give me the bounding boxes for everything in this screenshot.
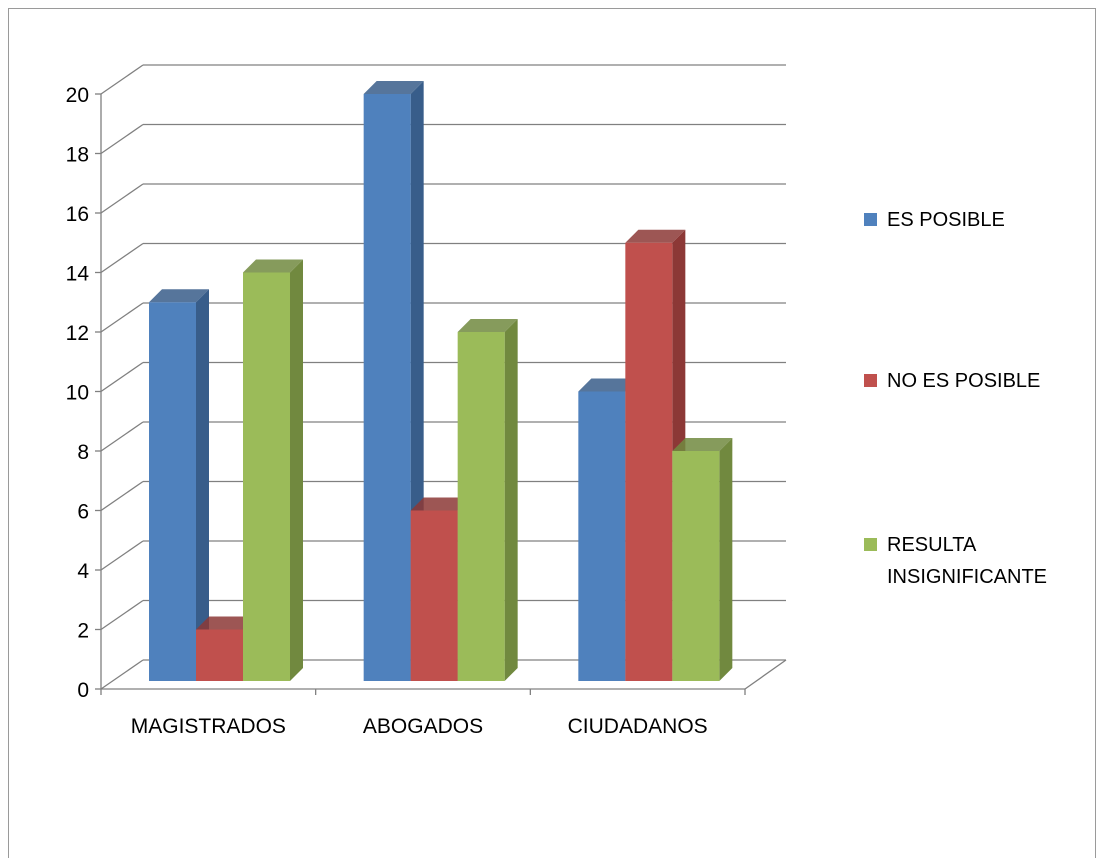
bar-top — [243, 259, 303, 273]
legend-swatch — [864, 538, 877, 551]
y-tick-label: 10 — [66, 382, 89, 405]
bar — [625, 242, 673, 681]
legend-label: RESULTA — [887, 534, 977, 556]
x-tick-label: ABOGADOS — [363, 715, 483, 738]
gridline-diagonal — [100, 599, 144, 631]
gridline-diagonal — [100, 361, 144, 393]
bar — [672, 451, 720, 681]
bar-top — [363, 81, 424, 94]
legend-label: ES POSIBLE — [887, 209, 1005, 231]
gridline-diagonal — [100, 123, 144, 155]
axes — [95, 93, 787, 695]
gridline-diagonal — [100, 540, 144, 571]
bar-top — [149, 289, 209, 303]
y-tick-label: 20 — [66, 84, 89, 107]
bars — [149, 81, 733, 681]
bar-top — [625, 229, 686, 243]
bar-side — [504, 319, 518, 681]
y-tick-label: 6 — [77, 501, 89, 524]
y-tick-label: 12 — [66, 322, 89, 345]
bar — [243, 272, 290, 681]
y-tick-label: 16 — [66, 203, 89, 226]
bar-side — [196, 289, 209, 681]
bar — [410, 510, 458, 681]
y-tick-label: 4 — [77, 560, 89, 583]
y-tick-label: 8 — [77, 441, 89, 464]
bar — [578, 391, 626, 681]
gridline-diagonal — [100, 64, 144, 95]
y-tick-label: 0 — [77, 679, 89, 702]
legend-swatch — [864, 213, 877, 226]
chart-frame — [8, 8, 1096, 858]
x-tick-label: CIUDADANOS — [568, 715, 708, 738]
bar — [196, 629, 243, 681]
legend-label: NO ES POSIBLE — [887, 370, 1040, 392]
floor-right-edge — [744, 659, 787, 690]
legend: ES POSIBLE NO ES POSIBLE RESULTA INSIGNIFIC… — [864, 209, 1047, 588]
bar — [457, 332, 505, 681]
y-tick-label: 14 — [66, 263, 90, 286]
y-tick-label: 2 — [77, 620, 89, 643]
gridline-diagonal — [100, 480, 144, 512]
bar-top — [457, 319, 518, 332]
gridline-diagonal — [100, 659, 144, 690]
bar-side — [290, 259, 303, 681]
legend-swatch — [864, 374, 877, 387]
bar-side — [719, 438, 733, 681]
x-tick-label: MAGISTRADOS — [131, 715, 286, 738]
gridline-diagonal — [100, 183, 144, 214]
bar — [363, 94, 411, 681]
bar-top — [672, 438, 733, 451]
gridline-diagonal — [100, 302, 144, 333]
bar-top — [578, 378, 639, 392]
axis-labels: 0 2 4 6 8 10 12 14 16 18 20 MAGISTRADOS ABOGADOS CIUD… — [66, 84, 708, 738]
bar — [149, 302, 196, 681]
y-tick-label: 18 — [66, 144, 89, 167]
legend-label: INSIGNIFICANTE — [887, 566, 1047, 588]
bar-top — [196, 616, 256, 630]
gridline-diagonal — [100, 242, 144, 274]
gridline-diagonal — [100, 421, 144, 452]
bar-top — [410, 497, 471, 511]
